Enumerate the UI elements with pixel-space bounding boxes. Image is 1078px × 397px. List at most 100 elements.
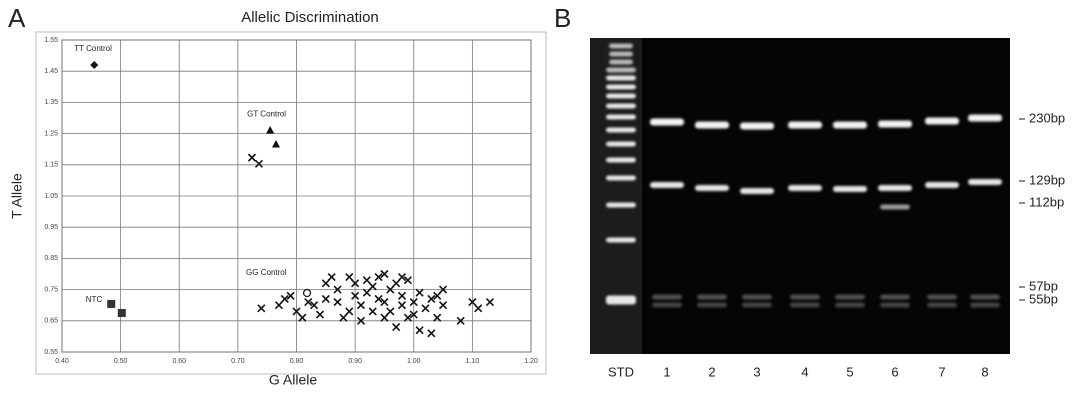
y-axis-label: T Allele bbox=[9, 173, 25, 219]
panel-label: B bbox=[554, 3, 571, 33]
gel-band bbox=[968, 179, 1002, 185]
point bbox=[322, 280, 329, 287]
gel-band bbox=[833, 186, 867, 192]
lane-label: 4 bbox=[801, 364, 808, 379]
gel-band bbox=[652, 303, 682, 308]
point-annotation: NTC bbox=[86, 295, 103, 304]
x-tick-label: 0.50 bbox=[114, 358, 128, 365]
point bbox=[107, 300, 115, 308]
gel-band bbox=[790, 303, 820, 308]
point bbox=[304, 290, 311, 297]
point-annotation: TT Control bbox=[74, 44, 112, 53]
gel-band bbox=[606, 203, 636, 208]
lane-label: 2 bbox=[708, 364, 715, 379]
y-tick-label: 0.55 bbox=[44, 349, 58, 356]
gel-band bbox=[652, 295, 682, 300]
gel-band bbox=[606, 104, 636, 109]
gel-band bbox=[606, 176, 636, 181]
y-tick-label: 1.55 bbox=[44, 37, 58, 44]
gel-band bbox=[695, 185, 729, 191]
point bbox=[275, 302, 282, 309]
gel-band bbox=[606, 128, 636, 133]
point bbox=[363, 289, 370, 296]
y-tick-label: 1.15 bbox=[44, 162, 58, 169]
point bbox=[387, 308, 394, 315]
point-annotation: GT Control bbox=[247, 110, 286, 119]
size-label: 112bp bbox=[1029, 194, 1064, 209]
gel-band bbox=[650, 182, 684, 188]
gel-band bbox=[925, 182, 959, 188]
y-tick-label: 0.65 bbox=[44, 318, 58, 325]
point bbox=[272, 140, 280, 148]
gel-band bbox=[927, 303, 957, 308]
gel-band bbox=[968, 115, 1002, 122]
point bbox=[369, 283, 376, 290]
lane-label: STD bbox=[608, 364, 634, 379]
point bbox=[422, 305, 429, 312]
point bbox=[255, 160, 262, 167]
gel-band bbox=[740, 123, 774, 130]
y-tick-label: 0.95 bbox=[44, 224, 58, 231]
gel-band bbox=[878, 185, 912, 191]
gel-band bbox=[880, 295, 910, 300]
gel-band bbox=[606, 85, 636, 90]
gel-band bbox=[609, 52, 633, 57]
point bbox=[340, 314, 347, 321]
gel-band bbox=[878, 121, 912, 128]
gel-band bbox=[606, 238, 636, 243]
chart-frame bbox=[36, 32, 546, 374]
point bbox=[334, 299, 341, 306]
x-tick-label: 0.60 bbox=[172, 358, 186, 365]
point bbox=[258, 305, 265, 312]
gel-band bbox=[788, 122, 822, 129]
point bbox=[475, 305, 482, 312]
point bbox=[399, 302, 406, 309]
gel-band bbox=[742, 295, 772, 300]
gel-band bbox=[833, 122, 867, 129]
point bbox=[328, 274, 335, 281]
x-tick-label: 0.70 bbox=[231, 358, 245, 365]
lane-label: 6 bbox=[891, 364, 898, 379]
gel-band bbox=[742, 303, 772, 308]
x-tick-label: 0.90 bbox=[348, 358, 362, 365]
point bbox=[346, 308, 353, 315]
point bbox=[316, 311, 323, 318]
point bbox=[416, 289, 423, 296]
point bbox=[369, 308, 376, 315]
gel-band bbox=[788, 185, 822, 191]
gel-band bbox=[606, 115, 636, 120]
gel-band bbox=[970, 295, 1000, 300]
gel-band bbox=[650, 119, 684, 126]
x-tick-label: 1.00 bbox=[407, 358, 421, 365]
point bbox=[428, 330, 435, 337]
gel-band bbox=[927, 295, 957, 300]
gel-band bbox=[880, 205, 910, 210]
chart-title: Allelic Discrimination bbox=[241, 9, 379, 26]
y-tick-label: 1.45 bbox=[44, 68, 58, 75]
point bbox=[434, 314, 441, 321]
gel-band bbox=[606, 94, 636, 99]
point bbox=[393, 324, 400, 331]
point bbox=[363, 277, 370, 284]
size-label: 129bp bbox=[1029, 172, 1065, 187]
y-tick-label: 1.05 bbox=[44, 193, 58, 200]
y-tick-label: 0.75 bbox=[44, 286, 58, 293]
point bbox=[416, 327, 423, 334]
point bbox=[393, 280, 400, 287]
point bbox=[266, 126, 274, 133]
gel-band bbox=[835, 295, 865, 300]
gel-band bbox=[609, 44, 633, 49]
point bbox=[486, 299, 493, 306]
y-tick-label: 0.85 bbox=[44, 255, 58, 262]
gel-band bbox=[925, 118, 959, 125]
point bbox=[346, 274, 353, 281]
gel-band bbox=[970, 303, 1000, 308]
y-tick-label: 1.35 bbox=[44, 99, 58, 106]
point bbox=[322, 295, 329, 302]
gel-band bbox=[606, 142, 636, 147]
size-label: 230bp bbox=[1029, 110, 1065, 125]
x-tick-label: 1.20 bbox=[524, 358, 538, 365]
gel-band bbox=[740, 188, 774, 194]
panel-label: A bbox=[8, 3, 26, 33]
x-tick-label: 0.40 bbox=[55, 358, 69, 365]
